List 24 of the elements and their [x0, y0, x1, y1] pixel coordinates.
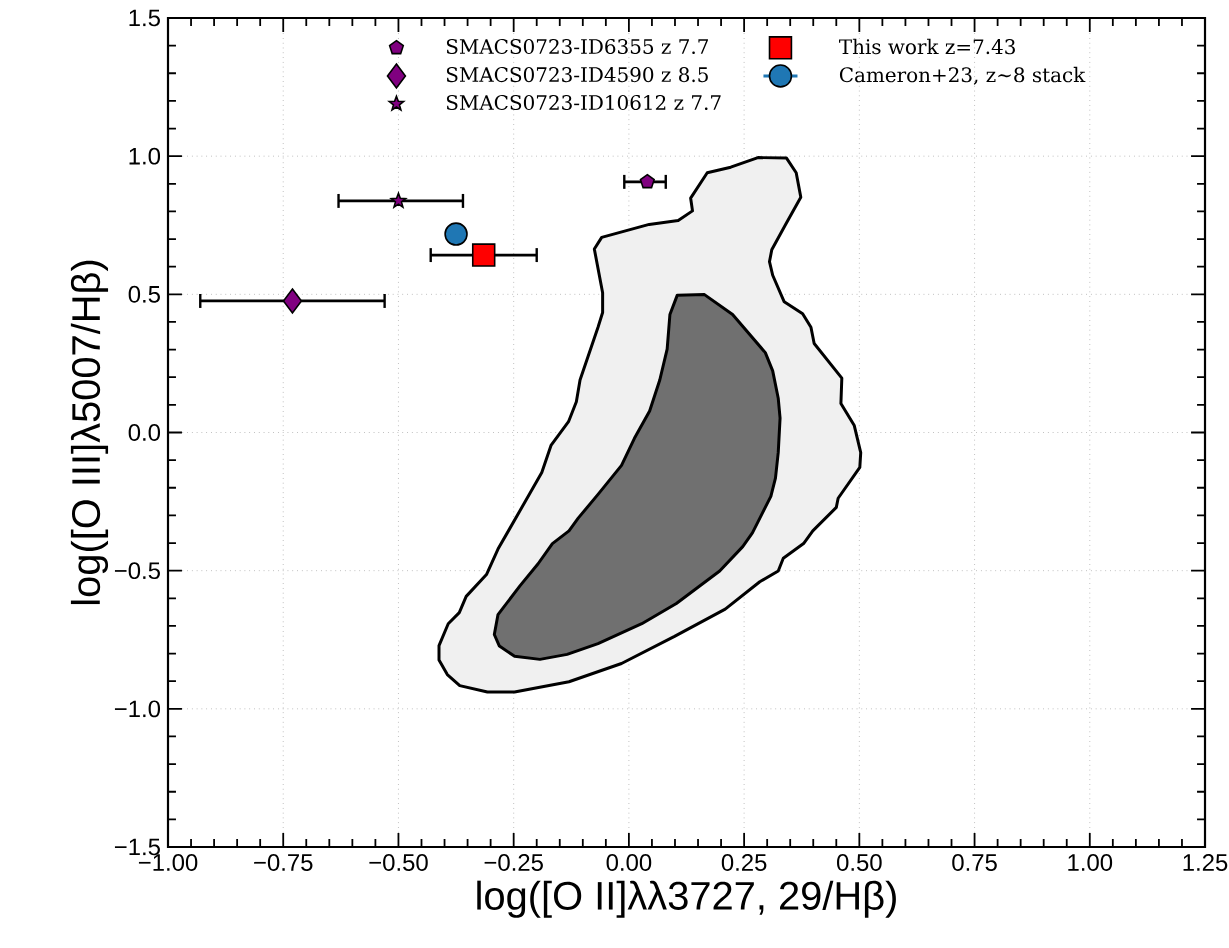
x-axis-title: log([O II]λλ3727, 29/Hβ) [477, 880, 896, 918]
legend-label: SMACS0723-ID4590 z 8.5 [446, 67, 708, 83]
legend-label: Cameron+23, z∼8 stack [839, 66, 1086, 85]
y-tick-label: −1.0 [114, 700, 161, 718]
y-tick-label: 1.5 [129, 9, 160, 27]
legend-label: SMACS0723-ID10612 z 7.7 [446, 94, 721, 111]
y-axis-title: log([O III]λ5007/Hβ) [70, 260, 109, 605]
x-tick-label: 0.25 [721, 854, 767, 871]
y-tick-label: 1.0 [129, 147, 161, 165]
legend-label: SMACS0723-ID6355 z 7.7 [446, 38, 708, 55]
y-tick-label: −1.5 [114, 838, 160, 856]
x-tick-label: 0.00 [606, 854, 652, 871]
x-tick-label: −0.75 [254, 854, 313, 871]
x-tick-label: 0.50 [837, 854, 882, 871]
legend-label: This work z=7.43 [839, 38, 1015, 55]
y-tick-label: 0.0 [128, 424, 161, 441]
y-tick-label: 0.5 [128, 285, 160, 303]
x-tick-label: −1.00 [138, 854, 198, 871]
x-tick-label: 1.00 [1068, 854, 1113, 871]
x-tick-label: −0.25 [484, 854, 543, 871]
y-tick-label: −0.5 [114, 562, 160, 580]
x-tick-label: 1.25 [1183, 854, 1228, 871]
x-tick-label: 0.75 [952, 854, 997, 871]
x-tick-label: −0.50 [369, 854, 428, 871]
